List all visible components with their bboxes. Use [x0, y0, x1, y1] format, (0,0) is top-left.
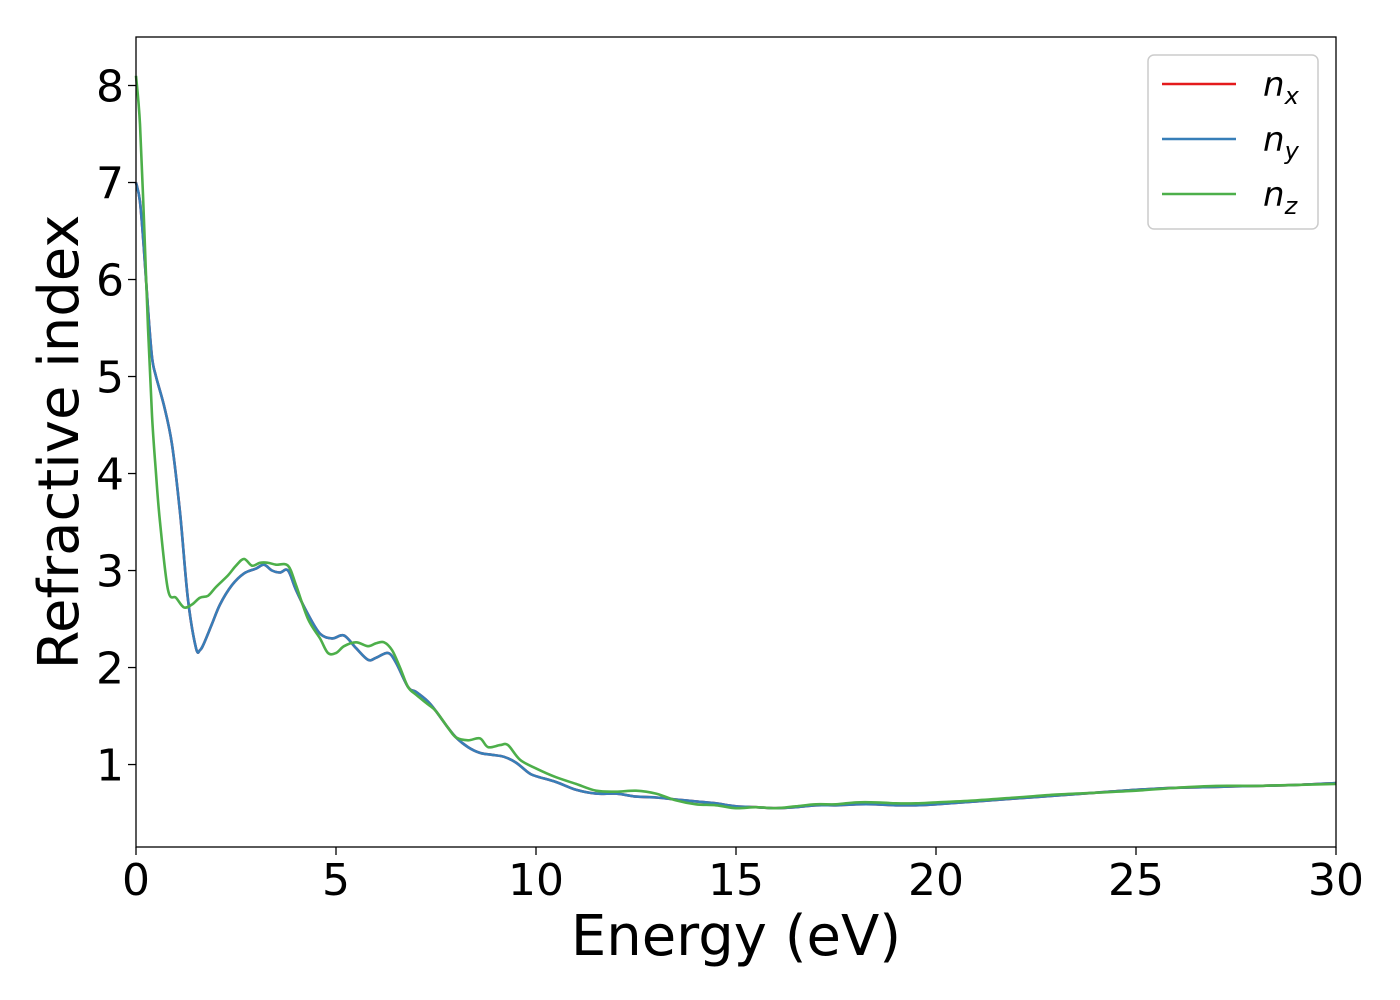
y-tick-label: 5	[96, 353, 124, 404]
y-tick-label: 7	[96, 159, 124, 210]
x-tick-label: 15	[708, 855, 764, 906]
x-axis-title: Energy (eV)	[571, 904, 901, 969]
x-tick-label: 0	[122, 855, 150, 906]
y-axis: 1 2 3 4 5 6 7 8	[96, 62, 136, 792]
series-line-nz	[134, 75, 1337, 810]
y-tick-label: 6	[96, 256, 124, 307]
series-layer	[134, 75, 1337, 810]
x-tick-label: 30	[1308, 855, 1364, 906]
x-tick-label: 10	[508, 855, 564, 906]
x-tick-label: 25	[1108, 855, 1164, 906]
x-tick-label: 20	[908, 855, 964, 906]
y-tick-label: 4	[96, 450, 124, 501]
legend-frame	[1147, 54, 1319, 230]
y-tick-label: 8	[96, 62, 124, 113]
plot-background	[136, 37, 1336, 847]
legend-label-ny: ny	[1263, 120, 1300, 165]
y-tick-label: 1	[96, 741, 124, 792]
y-axis-title: Refractive index	[27, 215, 92, 670]
x-axis: 0 5 10 15 20 25 30	[122, 847, 1364, 906]
y-tick-label: 3	[96, 547, 124, 598]
y-tick-label: 2	[96, 644, 124, 695]
x-tick-label: 5	[322, 855, 350, 906]
